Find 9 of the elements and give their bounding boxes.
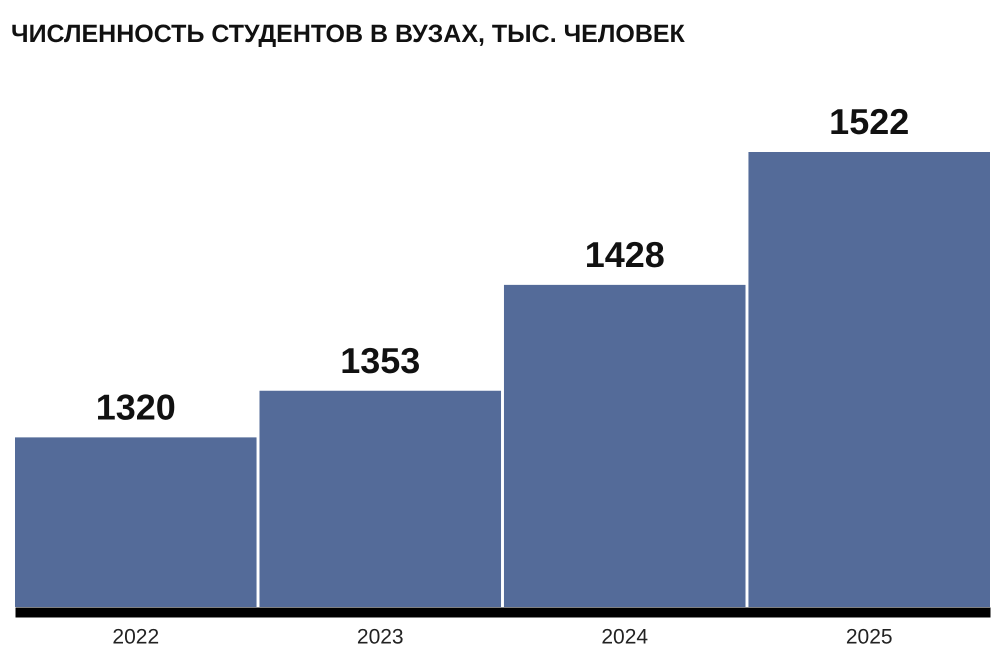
data-label: 1522 (829, 101, 910, 142)
chart-title: ЧИСЛЕННОСТЬ СТУДЕНТОВ В ВУЗАХ, ТЫС. ЧЕЛОВЕК (11, 20, 686, 48)
data-label: 1353 (340, 340, 420, 381)
data-label: 1428 (584, 234, 665, 275)
x-tick-label: 2024 (601, 626, 648, 648)
x-tick-label: 2022 (112, 626, 160, 648)
x-tick-label: 2025 (846, 626, 893, 648)
x-tick-label: 2023 (356, 626, 404, 648)
data-label: 1320 (96, 386, 176, 428)
